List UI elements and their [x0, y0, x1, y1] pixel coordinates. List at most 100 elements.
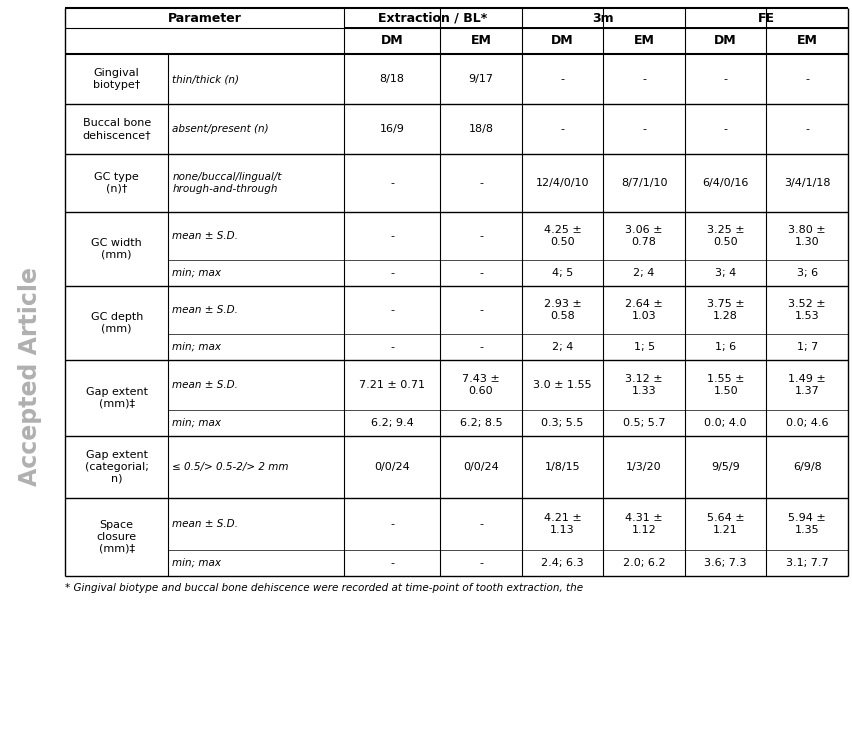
Text: 0.0; 4.6: 0.0; 4.6: [786, 418, 828, 428]
Text: -: -: [642, 74, 646, 84]
Text: 0.3; 5.5: 0.3; 5.5: [541, 418, 584, 428]
Text: Gingival
biotype†: Gingival biotype†: [93, 68, 141, 90]
Text: 4; 5: 4; 5: [552, 268, 573, 278]
Text: 3.6; 7.3: 3.6; 7.3: [705, 558, 747, 568]
Text: -: -: [805, 74, 809, 84]
Text: 0.0; 4.0: 0.0; 4.0: [705, 418, 747, 428]
Text: -: -: [723, 74, 728, 84]
Text: 3.52 ±
1.53: 3.52 ± 1.53: [788, 299, 826, 320]
Text: -: -: [390, 342, 394, 352]
Text: Buccal bone
dehiscence†: Buccal bone dehiscence†: [83, 118, 151, 139]
Text: 2; 4: 2; 4: [633, 268, 655, 278]
Text: 8/7/1/10: 8/7/1/10: [621, 178, 667, 188]
Text: EM: EM: [470, 35, 492, 48]
Text: Extraction / BL*: Extraction / BL*: [378, 11, 487, 24]
Text: -: -: [642, 124, 646, 134]
Text: 2.64 ±
1.03: 2.64 ± 1.03: [625, 299, 663, 320]
Text: 12/4/0/10: 12/4/0/10: [536, 178, 590, 188]
Text: min; max: min; max: [172, 558, 222, 568]
Text: 1/3/20: 1/3/20: [626, 462, 662, 472]
Text: min; max: min; max: [172, 268, 222, 278]
Text: mean ± S.D.: mean ± S.D.: [172, 231, 239, 241]
Text: EM: EM: [634, 35, 654, 48]
Text: * Gingival biotype and buccal bone dehiscence were recorded at time-point of too: * Gingival biotype and buccal bone dehis…: [65, 583, 583, 593]
Text: min; max: min; max: [172, 342, 222, 352]
Text: 3.25 ±
0.50: 3.25 ± 0.50: [707, 225, 745, 247]
Text: 5.94 ±
1.35: 5.94 ± 1.35: [788, 513, 826, 535]
Text: GC width
(mm): GC width (mm): [91, 238, 142, 260]
Text: -: -: [390, 268, 394, 278]
Text: 2; 4: 2; 4: [552, 342, 573, 352]
Text: -: -: [390, 519, 394, 529]
Text: 3m: 3m: [592, 11, 614, 24]
Text: 18/8: 18/8: [469, 124, 493, 134]
Text: none/buccal/lingual/t
hrough-and-through: none/buccal/lingual/t hrough-and-through: [172, 172, 282, 194]
Text: 7.43 ±
0.60: 7.43 ± 0.60: [462, 374, 500, 396]
Text: -: -: [479, 342, 483, 352]
Text: 9/17: 9/17: [469, 74, 493, 84]
Text: mean ± S.D.: mean ± S.D.: [172, 380, 239, 390]
Text: 4.21 ±
1.13: 4.21 ± 1.13: [544, 513, 581, 535]
Text: -: -: [390, 231, 394, 241]
Text: DM: DM: [381, 35, 403, 48]
Text: 6.2; 8.5: 6.2; 8.5: [460, 418, 503, 428]
Text: -: -: [479, 268, 483, 278]
Text: 9/5/9: 9/5/9: [711, 462, 740, 472]
Text: -: -: [390, 305, 394, 315]
Text: 3/4/1/18: 3/4/1/18: [784, 178, 831, 188]
Text: mean ± S.D.: mean ± S.D.: [172, 305, 239, 315]
Text: -: -: [479, 178, 483, 188]
Text: mean ± S.D.: mean ± S.D.: [172, 519, 239, 529]
Text: -: -: [723, 124, 728, 134]
Text: 1.55 ±
1.50: 1.55 ± 1.50: [707, 374, 745, 396]
Text: ≤ 0.5/> 0.5-2/> 2 mm: ≤ 0.5/> 0.5-2/> 2 mm: [172, 462, 289, 472]
Text: -: -: [561, 74, 565, 84]
Text: 6/4/0/16: 6/4/0/16: [703, 178, 749, 188]
Text: 4.31 ±
1.12: 4.31 ± 1.12: [625, 513, 663, 535]
Text: 1; 6: 1; 6: [715, 342, 736, 352]
Text: 2.4; 6.3: 2.4; 6.3: [541, 558, 584, 568]
Text: 5.64 ±
1.21: 5.64 ± 1.21: [707, 513, 745, 535]
Text: 1; 7: 1; 7: [797, 342, 818, 352]
Text: -: -: [805, 124, 809, 134]
Text: -: -: [479, 231, 483, 241]
Text: Gap extent
(mm)‡: Gap extent (mm)‡: [86, 388, 147, 409]
Text: 3; 4: 3; 4: [715, 268, 736, 278]
Text: 7.21 ± 0.71: 7.21 ± 0.71: [359, 380, 425, 390]
Text: -: -: [390, 558, 394, 568]
Text: DM: DM: [714, 35, 737, 48]
Text: -: -: [390, 178, 394, 188]
Text: -: -: [561, 124, 565, 134]
Text: Space
closure
(mm)‡: Space closure (mm)‡: [96, 520, 137, 553]
Text: min; max: min; max: [172, 418, 222, 428]
Text: 3.75 ±
1.28: 3.75 ± 1.28: [707, 299, 745, 320]
Text: 0.5; 5.7: 0.5; 5.7: [623, 418, 665, 428]
Text: Gap extent
(categorial;
n): Gap extent (categorial; n): [85, 450, 148, 483]
Text: 8/18: 8/18: [379, 74, 405, 84]
Text: 2.93 ±
0.58: 2.93 ± 0.58: [544, 299, 581, 320]
Text: EM: EM: [797, 35, 818, 48]
Text: 1; 5: 1; 5: [634, 342, 654, 352]
Text: Parameter: Parameter: [168, 11, 241, 24]
Text: GC type
(n)†: GC type (n)†: [95, 172, 139, 194]
Text: 16/9: 16/9: [380, 124, 405, 134]
Text: 1.49 ±
1.37: 1.49 ± 1.37: [788, 374, 826, 396]
Text: GC depth
(mm): GC depth (mm): [90, 312, 143, 334]
Text: DM: DM: [551, 35, 574, 48]
Text: 3.06 ±
0.78: 3.06 ± 0.78: [625, 225, 663, 247]
Text: -: -: [479, 519, 483, 529]
Text: absent/present (n): absent/present (n): [172, 124, 269, 134]
Text: FE: FE: [758, 11, 775, 24]
Text: -: -: [479, 305, 483, 315]
Text: 0/0/24: 0/0/24: [374, 462, 410, 472]
Text: -: -: [479, 558, 483, 568]
Text: 0/0/24: 0/0/24: [463, 462, 499, 472]
Text: thin/thick (n): thin/thick (n): [172, 74, 239, 84]
Text: 3.0 ± 1.55: 3.0 ± 1.55: [533, 380, 592, 390]
Text: 3; 6: 3; 6: [797, 268, 818, 278]
Text: 4.25 ±
0.50: 4.25 ± 0.50: [544, 225, 581, 247]
Text: 3.1; 7.7: 3.1; 7.7: [786, 558, 828, 568]
Text: 3.12 ±
1.33: 3.12 ± 1.33: [625, 374, 663, 396]
Text: Accepted Article: Accepted Article: [18, 268, 42, 486]
Text: 6.2; 9.4: 6.2; 9.4: [371, 418, 413, 428]
